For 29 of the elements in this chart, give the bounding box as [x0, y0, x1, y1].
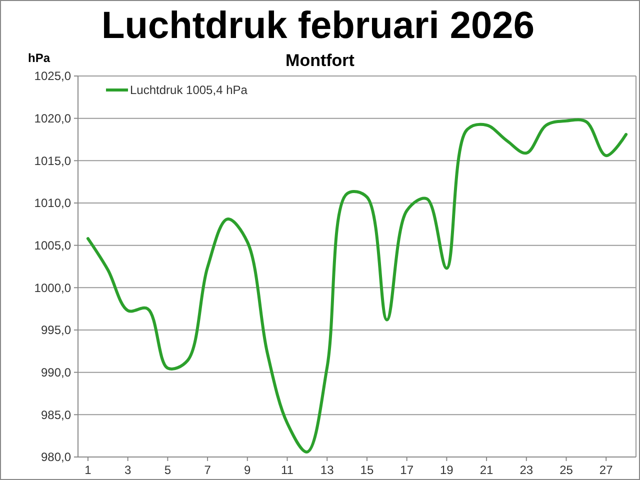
y-tick-label: 1005,0: [34, 238, 72, 253]
x-tick-label: 3: [124, 463, 132, 477]
x-tick-label: 13: [320, 463, 334, 477]
x-tick-label: 17: [400, 463, 414, 477]
y-tick-label: 980,0: [40, 450, 72, 464]
x-tick-label: 5: [164, 463, 172, 477]
y-tick-label: 1025,0: [34, 69, 72, 84]
x-tick-label: 15: [360, 463, 374, 477]
x-tick-label: 9: [244, 463, 252, 477]
y-tick-label: 1020,0: [34, 112, 72, 126]
x-tick-label: 1: [84, 463, 92, 477]
y-tick-label: 985,0: [40, 408, 72, 422]
x-tick-label: 27: [599, 463, 614, 477]
x-tick-label: 21: [480, 463, 494, 477]
x-tick-label: 23: [520, 463, 534, 477]
y-axis-title: hPa: [28, 51, 50, 65]
y-tick-label: 995,0: [40, 323, 72, 338]
y-tick-label: 1015,0: [34, 154, 72, 168]
x-tick-label: 7: [204, 463, 212, 477]
chart-title: Luchtdruk februari 2026: [102, 5, 534, 47]
y-tick-label: 1010,0: [34, 196, 72, 210]
x-tick-label: 11: [281, 463, 294, 477]
chart-subtitle: Montfort: [286, 51, 355, 70]
y-tick-label: 990,0: [40, 366, 72, 380]
line-series: [86, 118, 628, 454]
x-tick-label: 25: [560, 463, 574, 477]
legend-label: Luchtdruk 1005,4 hPa: [130, 83, 248, 98]
x-tick-label: 19: [440, 463, 454, 477]
y-tick-label: 1000,0: [34, 280, 72, 295]
